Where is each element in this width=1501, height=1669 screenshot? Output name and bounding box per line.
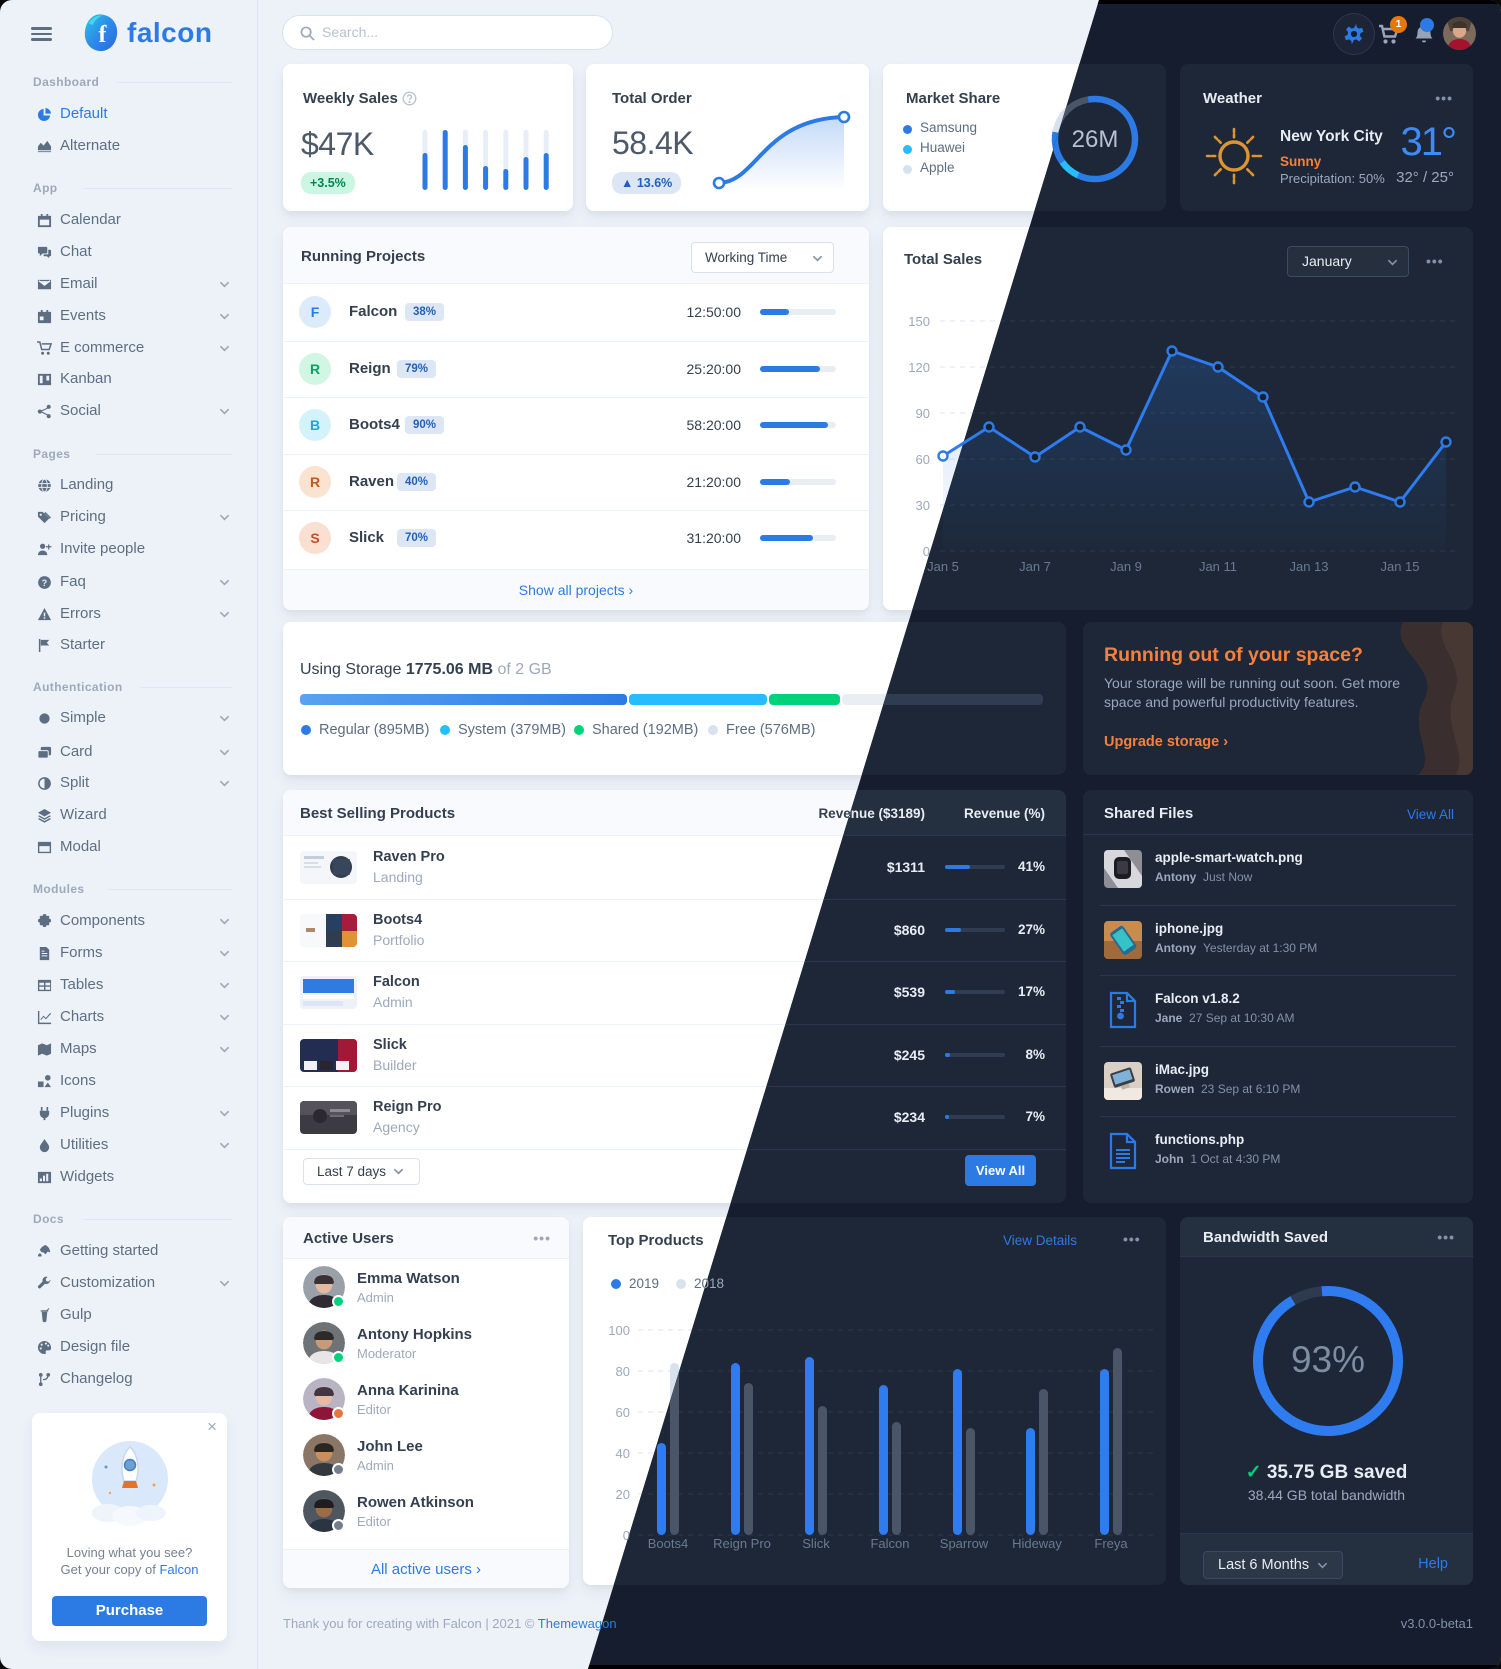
svg-text:Falcon: Falcon: [870, 1536, 909, 1551]
svg-text:Jan 5: Jan 5: [927, 559, 959, 574]
svg-text:80: 80: [616, 1364, 630, 1379]
svg-text:Jan 13: Jan 13: [1289, 559, 1328, 574]
svg-text:Jan 9: Jan 9: [1110, 559, 1142, 574]
svg-text:Slick: Slick: [802, 1536, 830, 1551]
svg-text:150: 150: [908, 314, 930, 329]
svg-text:40: 40: [616, 1446, 630, 1461]
svg-text:30: 30: [916, 498, 930, 513]
svg-text:Freya: Freya: [1094, 1536, 1128, 1551]
svg-text:?: ?: [42, 578, 47, 588]
svg-text:Hideway: Hideway: [1012, 1536, 1062, 1551]
svg-text:90: 90: [916, 406, 930, 421]
svg-text:120: 120: [908, 360, 930, 375]
svg-text:Boots4: Boots4: [648, 1536, 688, 1551]
svg-text:Reign Pro: Reign Pro: [713, 1536, 771, 1551]
svg-text:60: 60: [916, 452, 930, 467]
svg-text:f: f: [98, 22, 107, 48]
svg-text:100: 100: [608, 1323, 630, 1338]
svg-text:Jan 15: Jan 15: [1380, 559, 1419, 574]
svg-text:0: 0: [623, 1528, 630, 1543]
svg-text:Jan 11: Jan 11: [1199, 559, 1237, 574]
svg-text:Sparrow: Sparrow: [940, 1536, 989, 1551]
svg-text:0: 0: [923, 544, 930, 559]
svg-text:Jan 7: Jan 7: [1019, 559, 1051, 574]
svg-text:60: 60: [616, 1405, 630, 1420]
svg-text:20: 20: [616, 1487, 630, 1502]
